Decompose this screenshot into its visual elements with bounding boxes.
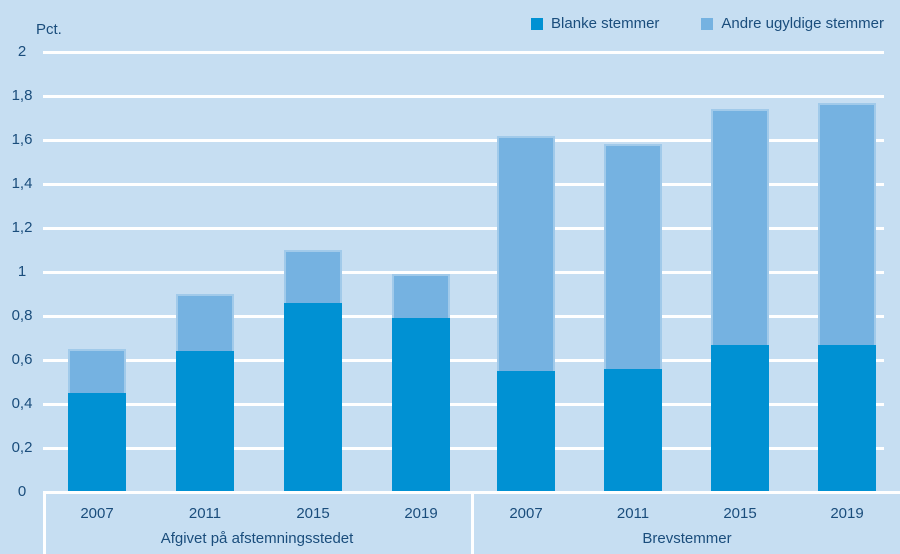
gridline	[43, 50, 884, 54]
bar-segment-blanke	[604, 368, 662, 491]
bar-segment-andre-ugyldige	[176, 294, 234, 352]
gridline	[43, 270, 884, 274]
gridline	[43, 314, 884, 318]
bar-segment-blanke	[284, 302, 342, 491]
bar-segment-blanke	[711, 344, 769, 491]
x-tick-year-label: 2019	[404, 505, 438, 522]
bar-segment-blanke	[392, 318, 450, 491]
bar-segment-andre-ugyldige	[392, 274, 450, 319]
bar-segment-andre-ugyldige	[711, 109, 769, 345]
bar-brev-2019	[818, 102, 876, 491]
gridline	[43, 138, 884, 142]
legend-swatch-blanke-icon	[531, 17, 544, 30]
x-tick-year-label: 2015	[296, 505, 330, 522]
y-tick-label: 0,6	[11, 351, 33, 368]
y-axis-unit-label: Pct.	[36, 21, 62, 38]
bar-brev-2015	[711, 109, 769, 491]
bar-segment-blanke	[176, 351, 234, 491]
bar-segment-andre-ugyldige	[818, 102, 876, 345]
x-tick-year-label: 2007	[80, 505, 114, 522]
y-tick-label: 0,8	[11, 307, 33, 324]
y-tick-label: 1,8	[11, 87, 33, 104]
bar-afstemningssted-2007	[68, 349, 126, 491]
group-label-afstemningssted: Afgivet på afstemningsstedet	[160, 530, 354, 547]
gridline	[43, 446, 884, 450]
axis-box-left-border	[43, 492, 46, 554]
gridline	[43, 358, 884, 362]
y-tick-label: 1,6	[11, 131, 33, 148]
y-tick-label: 0,2	[11, 439, 33, 456]
bar-segment-andre-ugyldige	[604, 144, 662, 369]
gridline	[43, 94, 884, 98]
legend-swatch-andre-icon	[701, 17, 714, 30]
x-tick-year-label: 2019	[830, 505, 864, 522]
y-tick-label: 1,4	[11, 175, 33, 192]
bar-segment-andre-ugyldige	[284, 250, 342, 303]
y-tick-label: 0	[17, 483, 27, 500]
y-tick-label: 1	[17, 263, 27, 280]
bar-afstemningssted-2011	[176, 294, 234, 491]
bar-afstemningssted-2015	[284, 250, 342, 491]
gridline	[43, 182, 884, 186]
legend-label-andre: Andre ugyldige stemmer	[721, 15, 884, 32]
y-tick-label: 1,2	[11, 219, 33, 236]
legend-item-blanke-stemmer: Blanke stemmer	[531, 15, 659, 32]
y-tick-label: 0,4	[11, 395, 33, 412]
bar-segment-andre-ugyldige	[497, 135, 555, 371]
gridline	[43, 402, 884, 406]
bar-brev-2011	[604, 144, 662, 491]
x-tick-year-label: 2007	[509, 505, 543, 522]
bar-afstemningssted-2019	[392, 274, 450, 491]
legend-label-blanke: Blanke stemmer	[551, 15, 660, 32]
legend-item-andre-ugyldige-stemmer: Andre ugyldige stemmer	[701, 15, 884, 32]
bar-segment-blanke	[497, 370, 555, 491]
x-tick-year-label: 2011	[188, 505, 222, 522]
gridline	[43, 226, 884, 230]
bar-brev-2007	[497, 135, 555, 491]
x-tick-year-label: 2011	[616, 505, 650, 522]
bar-segment-andre-ugyldige	[68, 349, 126, 393]
y-tick-label: 2	[17, 43, 27, 60]
group-label-brevstemmer: Brevstemmer	[642, 530, 732, 547]
axis-box-divider	[471, 492, 474, 554]
bar-segment-blanke	[68, 393, 126, 491]
bar-segment-blanke	[818, 344, 876, 491]
chart-legend: Blanke stemmer Andre ugyldige stemmer	[531, 15, 884, 32]
x-tick-year-label: 2015	[723, 505, 757, 522]
